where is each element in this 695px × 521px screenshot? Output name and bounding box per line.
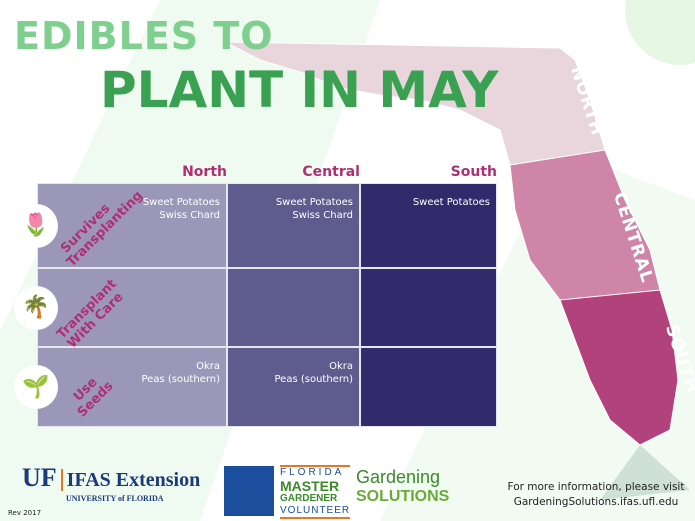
gs-gardening: Gardening xyxy=(356,467,441,487)
fmg-gardener: GARDENER xyxy=(280,493,338,504)
crop-name: Peas (southern) xyxy=(274,374,354,385)
map-north xyxy=(224,41,606,166)
table-cell: Sweet Potatoes Swiss Chard xyxy=(227,183,360,268)
table-cell xyxy=(360,268,497,347)
info-text: For more information, please visit xyxy=(507,481,685,493)
crop-name: Swiss Chard xyxy=(159,210,220,221)
table-cell xyxy=(227,268,360,347)
plant-icon: 🌷 xyxy=(14,203,58,248)
crop-name: Swiss Chard xyxy=(292,210,353,221)
table-cell: Sweet Potatoes xyxy=(360,183,497,268)
palm-tree-icon: 🌴 xyxy=(14,285,58,330)
university-text: UNIVERSITY of FLORIDA xyxy=(66,494,164,503)
uf-logo-text: UF xyxy=(22,463,57,492)
column-header-north: North xyxy=(182,164,227,180)
column-header-south: South xyxy=(450,164,497,180)
ifas-extension-text: IFAS Extension xyxy=(60,469,201,491)
map-south xyxy=(559,289,679,446)
fmg-volunteer: VOLUNTEER xyxy=(280,505,351,516)
crop-name: Sweet Potatoes xyxy=(142,197,220,208)
title-line1: EDIBLES TO xyxy=(14,14,274,58)
table-cell: Sweet Potatoes Swiss Chard xyxy=(37,183,227,268)
crop-name: Okra xyxy=(329,361,353,372)
crop-name: Sweet Potatoes xyxy=(275,197,353,208)
crop-name: Okra xyxy=(196,361,220,372)
table-cell: Okra Peas (southern) xyxy=(227,347,360,427)
uf-logo: UF IFAS Extension xyxy=(22,463,201,492)
crop-name: Peas (southern) xyxy=(141,374,221,385)
column-header-central: Central xyxy=(302,164,360,180)
master-gardener-logo-icon xyxy=(224,466,274,516)
seed-packet-icon: 🌱 xyxy=(14,365,58,409)
fmg-florida: FLORIDA xyxy=(280,467,345,478)
gs-solutions: SOLUTIONS xyxy=(356,488,450,505)
title-line2: PLANT IN MAY xyxy=(100,61,499,119)
revision-text: Rev 2017 xyxy=(8,509,42,517)
info-url-link[interactable]: GardeningSolutions.ifas.ufl.edu xyxy=(513,496,679,508)
fmg-master: MASTER xyxy=(280,478,340,494)
table-cell xyxy=(360,347,497,427)
crop-name: Sweet Potatoes xyxy=(412,197,490,208)
table-cell: Okra Peas (southern) xyxy=(37,347,227,427)
gardening-solutions-logo: Gardening SOLUTIONS xyxy=(356,467,449,507)
master-gardener-logo: FLORIDA MASTER GARDENER VOLUNTEER xyxy=(280,465,351,519)
